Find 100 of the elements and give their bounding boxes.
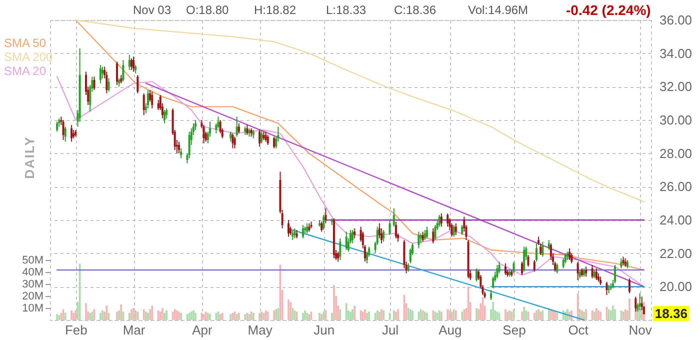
y-tick-label: 22.00: [660, 246, 692, 261]
y-tick-label: 30.00: [660, 112, 692, 128]
candlestick: [394, 221, 397, 239]
candlestick: [628, 278, 630, 294]
candlestick: [339, 238, 342, 260]
y-tick-label: 20.00: [660, 279, 692, 294]
candlestick: [232, 132, 234, 149]
y-tick-label: 28.00: [660, 146, 692, 161]
candlestick: [354, 228, 356, 239]
y-tick-label: 24.00: [660, 212, 692, 228]
candlestick: [388, 220, 391, 236]
candlestick: [523, 246, 526, 272]
y2-tick-label: 10M: [22, 302, 44, 314]
candlestick: [504, 262, 506, 276]
candlestick: [288, 220, 290, 238]
candlestick: [142, 92, 145, 116]
y2-tick-label: 40M: [22, 266, 44, 278]
candlestick: [273, 136, 276, 149]
candlestick: [461, 224, 464, 236]
candlestick: [424, 230, 426, 240]
y-tick-label: 32.00: [660, 79, 692, 94]
candlestick: [476, 268, 478, 282]
text: SMA 50: [4, 36, 48, 50]
candlestick: [418, 231, 420, 249]
candlestick: [324, 208, 327, 224]
x-tick-label: Oct: [568, 322, 589, 338]
y2-tick-label: 50M: [22, 254, 44, 266]
x-tick-label: May: [248, 322, 273, 338]
candlestick: [136, 74, 139, 94]
candlestick: [258, 130, 261, 148]
candlestick: [568, 248, 571, 260]
candlestick: [178, 141, 180, 154]
candlestick: [320, 221, 323, 232]
candlestick: [585, 266, 588, 278]
text: L:18.33: [326, 3, 366, 17]
candlestick: [230, 131, 232, 142]
text: -0.42 (2.24%): [566, 2, 651, 18]
candlestick: [264, 131, 267, 142]
text: O:18.80: [186, 3, 229, 17]
candlestick: [535, 242, 538, 262]
x-tick-label: Jul: [382, 322, 399, 338]
y-tick-label: 34.00: [660, 46, 692, 61]
x-tick-label: Aug: [438, 322, 462, 338]
candlestick: [382, 230, 385, 242]
candlestick: [438, 214, 440, 228]
candlestick: [527, 254, 530, 268]
candlestick: [337, 251, 340, 262]
x-tick-label: Nov: [628, 322, 652, 338]
text: DAILY: [22, 136, 37, 179]
y2-tick-label: 20M: [22, 290, 44, 302]
text: Nov 03: [133, 3, 172, 17]
candlestick: [606, 281, 608, 296]
candlestick: [234, 136, 236, 149]
y-tick-label: 36.00: [660, 12, 692, 28]
candlestick: [542, 241, 544, 258]
candlestick: [426, 226, 428, 239]
candlestick: [302, 224, 304, 239]
series-label: SMA 20: [4, 64, 48, 78]
candlestick: [620, 258, 622, 269]
candlestick: [446, 212, 449, 228]
candlestick: [246, 124, 248, 136]
candlestick: [432, 228, 434, 244]
x-tick-label: Apr: [192, 322, 213, 338]
candlestick: [496, 264, 498, 279]
candlestick: [392, 208, 395, 228]
candlestick: [562, 258, 564, 269]
y2-tick-label: 30M: [22, 278, 44, 290]
x-tick-label: Sep: [502, 322, 526, 338]
candlestick: [260, 130, 263, 144]
candlestick: [521, 261, 524, 276]
candlestick: [380, 228, 382, 244]
candlestick: [345, 231, 348, 250]
x-tick-label: Mar: [122, 322, 146, 338]
candlestick: [236, 116, 238, 138]
candlestick: [454, 222, 457, 236]
candlestick: [180, 148, 182, 159]
text: H:18.82: [254, 3, 296, 17]
candlestick: [570, 252, 573, 264]
candlestick: [556, 262, 558, 274]
candlestick: [422, 231, 424, 242]
x-tick-label: Jun: [314, 322, 335, 338]
text: Vol:14.96M: [468, 3, 528, 17]
candlestick: [266, 134, 269, 146]
candlestick: [352, 230, 354, 244]
candlestick: [164, 110, 166, 124]
annotation: 18.36: [652, 306, 690, 321]
candlestick: [490, 290, 492, 300]
candlestick: [238, 122, 240, 134]
candlestick: [576, 261, 579, 280]
candlestick: [151, 91, 154, 109]
candlestick: [548, 240, 550, 250]
candlestick: [512, 261, 515, 274]
candlestick: [450, 222, 453, 238]
candlestick: [322, 214, 325, 230]
candlestick: [409, 248, 412, 264]
candlestick: [533, 260, 536, 272]
candlestick: [294, 228, 296, 239]
text: SMA 200: [4, 50, 53, 64]
candlestick: [452, 224, 455, 238]
candlestick: [595, 268, 598, 280]
